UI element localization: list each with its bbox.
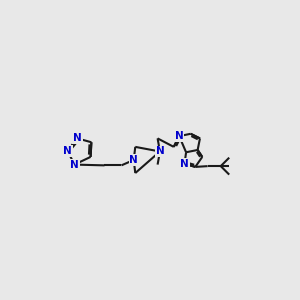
Text: N: N bbox=[129, 155, 138, 165]
Text: N: N bbox=[155, 146, 164, 157]
Text: N: N bbox=[73, 134, 82, 143]
Text: N: N bbox=[180, 159, 189, 169]
Text: N: N bbox=[70, 160, 79, 170]
Text: N: N bbox=[63, 146, 72, 156]
Text: N: N bbox=[175, 131, 184, 141]
